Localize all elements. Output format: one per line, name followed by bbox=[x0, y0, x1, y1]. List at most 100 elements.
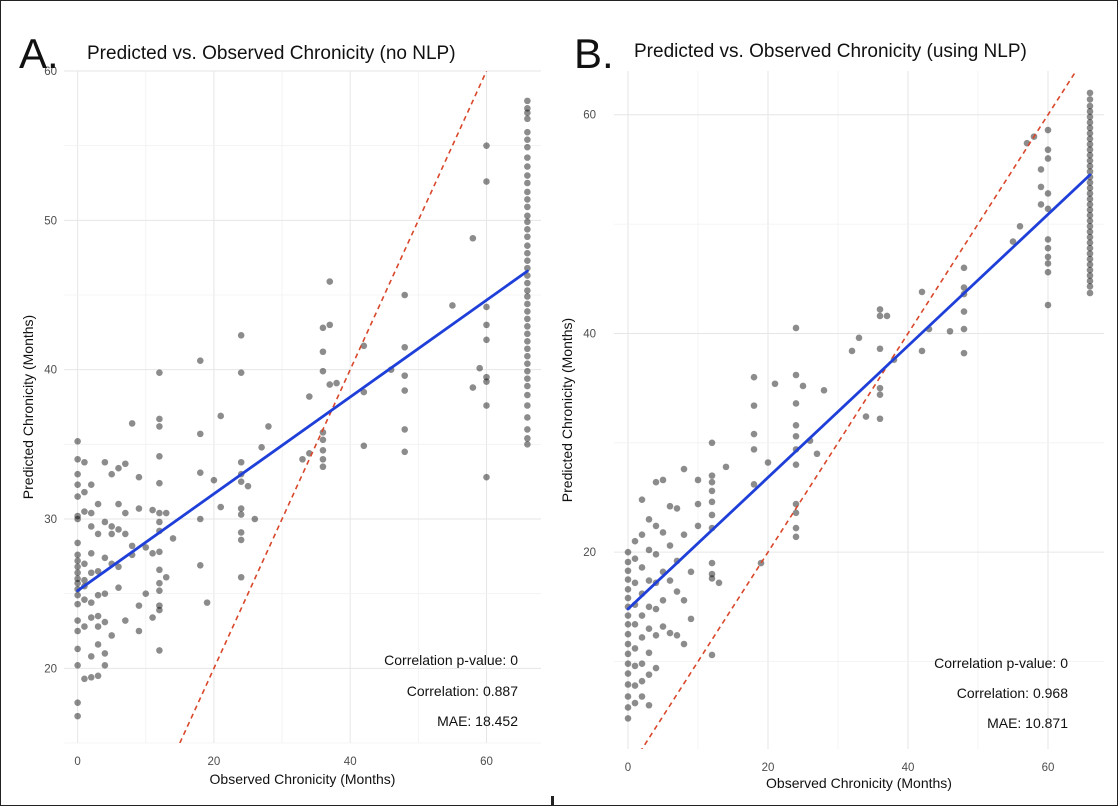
data-point bbox=[1086, 108, 1094, 115]
data-point bbox=[792, 500, 800, 508]
chart-b-grid bbox=[614, 71, 1104, 749]
data-point bbox=[659, 596, 667, 604]
data-point bbox=[624, 715, 632, 722]
data-point bbox=[469, 384, 477, 391]
data-point bbox=[708, 575, 716, 582]
data-point bbox=[524, 402, 531, 409]
data-point bbox=[638, 612, 646, 619]
data-point bbox=[74, 557, 81, 565]
data-point bbox=[680, 531, 688, 538]
data-point bbox=[265, 423, 272, 430]
data-point bbox=[94, 567, 102, 575]
data-point bbox=[792, 432, 800, 440]
data-point bbox=[673, 505, 681, 512]
data-point bbox=[524, 337, 531, 345]
data-point bbox=[237, 458, 245, 466]
data-point bbox=[624, 576, 632, 583]
chart-b-svg: 0 20 40 60 20 40 60 Observed Chronicity (Months… bbox=[559, 71, 1104, 791]
data-point bbox=[326, 381, 334, 388]
data-point bbox=[722, 463, 730, 471]
data-point bbox=[715, 579, 723, 587]
x-tick-label: 60 bbox=[480, 756, 493, 768]
data-point bbox=[1086, 119, 1094, 126]
data-point bbox=[792, 461, 800, 468]
data-point bbox=[680, 640, 688, 648]
data-point bbox=[203, 599, 211, 606]
data-point bbox=[799, 382, 807, 390]
data-point bbox=[1086, 179, 1094, 186]
data-point bbox=[638, 660, 646, 668]
data-point bbox=[524, 136, 531, 143]
data-point bbox=[237, 573, 245, 581]
data-point bbox=[631, 662, 639, 670]
data-point bbox=[624, 586, 632, 593]
panel-a-title: Predicted vs. Observed Chronicity (no NL… bbox=[87, 43, 456, 64]
data-point bbox=[196, 561, 204, 569]
data-point bbox=[645, 603, 653, 611]
data-point bbox=[401, 448, 409, 456]
data-point bbox=[631, 699, 639, 707]
data-point bbox=[848, 347, 856, 355]
data-point bbox=[524, 293, 531, 300]
y-axis-label: Predicted Chronicity (Months) bbox=[559, 318, 575, 502]
data-point bbox=[94, 612, 102, 620]
data-point bbox=[128, 420, 136, 427]
data-point bbox=[108, 470, 115, 478]
regression-line bbox=[76, 269, 529, 593]
panel-b: B. Predicted vs. Observed Chronicity (us… bbox=[554, 1, 1117, 805]
data-point bbox=[319, 348, 327, 356]
data-point bbox=[946, 327, 954, 335]
data-point bbox=[401, 387, 409, 394]
data-point bbox=[862, 413, 870, 420]
data-point bbox=[217, 412, 225, 420]
data-point bbox=[81, 560, 88, 568]
data-point bbox=[638, 693, 646, 700]
y-tick-label: 40 bbox=[44, 365, 57, 377]
data-point bbox=[687, 615, 695, 623]
data-point bbox=[631, 682, 639, 689]
data-point bbox=[638, 634, 646, 641]
data-point bbox=[624, 650, 632, 658]
data-point bbox=[74, 699, 81, 706]
data-point bbox=[74, 539, 81, 547]
data-point bbox=[524, 212, 531, 220]
data-point bbox=[87, 653, 95, 660]
data-point bbox=[524, 360, 531, 367]
data-point bbox=[74, 515, 81, 523]
data-point bbox=[708, 511, 716, 519]
data-point bbox=[319, 447, 327, 454]
data-point bbox=[645, 649, 653, 657]
data-point bbox=[156, 602, 163, 609]
data-point bbox=[666, 502, 674, 510]
data-point bbox=[792, 524, 800, 532]
stat-annotation: Correlation: 0.887 bbox=[407, 683, 519, 699]
data-point bbox=[156, 587, 163, 594]
stat-annotation: MAE: 10.871 bbox=[987, 715, 1068, 731]
data-point bbox=[237, 511, 245, 518]
data-point bbox=[524, 279, 531, 287]
data-point bbox=[319, 324, 327, 332]
data-point bbox=[115, 500, 122, 508]
data-point bbox=[1044, 236, 1052, 243]
data-point bbox=[820, 387, 828, 394]
data-point bbox=[666, 577, 674, 584]
data-point bbox=[659, 529, 667, 536]
data-point bbox=[74, 551, 81, 559]
data-point bbox=[319, 367, 327, 375]
data-point bbox=[115, 584, 122, 591]
data-point bbox=[1086, 283, 1094, 290]
data-point bbox=[101, 650, 109, 657]
stat-annotation: Correlation: 0.968 bbox=[957, 685, 1069, 701]
data-point bbox=[792, 533, 800, 541]
data-point bbox=[1086, 89, 1094, 97]
data-point bbox=[149, 550, 156, 557]
data-point bbox=[680, 465, 688, 473]
data-point bbox=[524, 233, 531, 241]
data-point bbox=[74, 617, 81, 624]
data-point bbox=[708, 570, 716, 578]
data-point bbox=[1086, 102, 1094, 110]
stat-annotation: Correlation p-value: 0 bbox=[934, 655, 1068, 671]
data-point bbox=[638, 564, 646, 571]
data-point bbox=[524, 109, 531, 117]
data-point bbox=[1086, 244, 1094, 252]
